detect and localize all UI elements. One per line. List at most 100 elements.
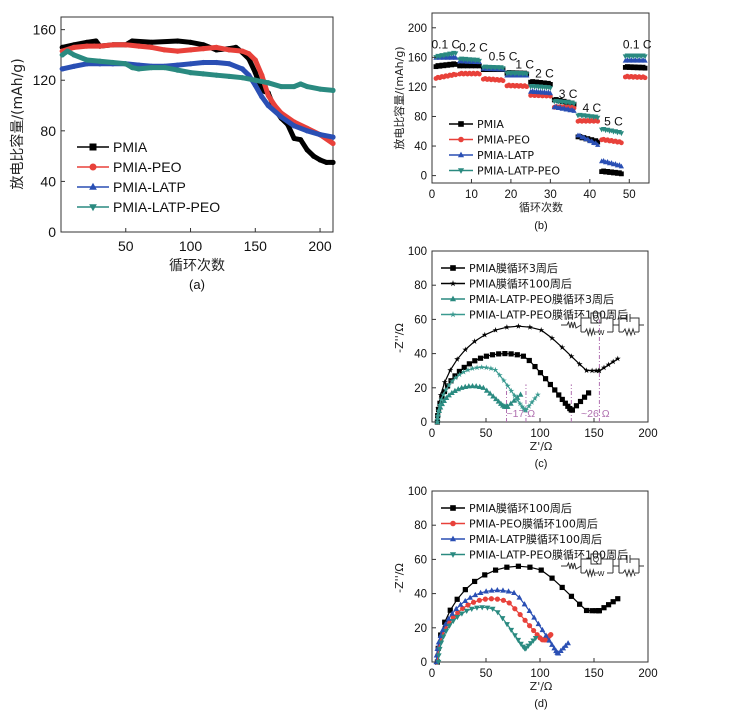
data-point	[252, 70, 258, 76]
y-tick-label: 80	[414, 520, 427, 532]
data-point	[71, 52, 77, 58]
data-point	[589, 608, 595, 614]
rate-label: 0.1 C	[623, 37, 652, 51]
data-point	[500, 597, 507, 603]
data-point	[93, 38, 99, 44]
data-point	[542, 376, 549, 382]
data-point	[187, 61, 194, 67]
y-tick-label: 160	[408, 52, 427, 64]
data-point	[440, 391, 447, 398]
data-point	[239, 48, 245, 54]
data-point	[511, 589, 517, 596]
data-point	[504, 382, 511, 389]
data-point	[239, 75, 245, 81]
data-point	[476, 63, 482, 69]
data-point	[452, 373, 458, 379]
data-point	[298, 137, 304, 143]
data-point	[443, 394, 450, 401]
data-point	[605, 361, 612, 368]
data-point	[526, 403, 532, 409]
data-point	[434, 418, 441, 425]
legend-marker	[458, 136, 464, 143]
data-point	[583, 367, 590, 373]
data-point	[511, 397, 517, 403]
y-tick-label: 160	[33, 22, 57, 38]
panel-label-d: (d)	[534, 698, 547, 710]
data-point	[440, 634, 447, 640]
data-point	[595, 139, 601, 145]
data-point	[453, 72, 459, 78]
data-point	[499, 616, 506, 622]
data-point	[246, 51, 252, 57]
data-point	[213, 72, 220, 78]
data-point	[483, 387, 490, 393]
rate-label: 2 C	[535, 66, 554, 80]
data-point	[447, 607, 453, 613]
data-point	[252, 82, 258, 88]
data-point	[500, 587, 506, 593]
data-point	[317, 157, 323, 163]
data-point	[213, 59, 220, 66]
data-point	[523, 646, 529, 652]
data-point	[601, 364, 607, 371]
data-point	[496, 372, 503, 378]
resistor-symbol	[584, 327, 596, 337]
series-pmia-peo	[59, 42, 336, 147]
parallel-branch-wire	[580, 317, 614, 333]
data-point	[455, 609, 461, 616]
data-point	[456, 371, 463, 378]
data-point	[502, 351, 508, 357]
data-point	[511, 392, 518, 399]
series-group-c	[434, 323, 621, 425]
data-point	[618, 131, 625, 137]
data-point	[97, 58, 103, 64]
ticks-c: 0 50 100 150 200 0 20 40 60 80 100	[408, 246, 658, 440]
data-point	[577, 398, 584, 405]
legend-label: PMIA-PEO	[113, 159, 182, 175]
data-point	[291, 83, 297, 90]
x-tick-label: 50	[118, 238, 134, 254]
data-point	[97, 43, 103, 49]
data-point	[496, 351, 502, 357]
data-point	[438, 396, 445, 403]
data-point	[123, 42, 129, 48]
data-point	[518, 641, 524, 647]
data-point	[480, 384, 487, 390]
legend-marker	[89, 143, 97, 151]
data-point	[454, 596, 460, 602]
plot-frame-b	[431, 12, 650, 184]
data-point	[528, 399, 535, 405]
data-point	[174, 48, 181, 54]
data-point	[465, 366, 471, 373]
legend-label: PMIA-LATP	[477, 149, 534, 162]
data-point	[549, 641, 555, 647]
data-point	[239, 66, 245, 72]
legend-label: PMIA-LATP-PEO	[113, 199, 220, 215]
legend-b: PMIA PMIA-PEO PMIA-LATP PMIA-LATP-PEO	[449, 118, 560, 178]
legend-item: PMIA-LATP-PEO	[77, 199, 220, 215]
legend-item: PMIA-LATP-PEO膜循环100周后	[441, 549, 628, 562]
legend-label: PMIA-PEO膜循环100周后	[469, 518, 598, 531]
data-point	[462, 346, 469, 353]
data-point	[472, 591, 479, 598]
data-point	[436, 402, 443, 408]
y-tick-label: 20	[414, 383, 427, 395]
data-point	[84, 43, 90, 49]
data-point	[642, 75, 648, 81]
series-pmia-latp-peo	[59, 48, 336, 93]
data-point	[434, 413, 441, 419]
legend-marker	[450, 520, 456, 527]
data-point	[129, 64, 135, 71]
data-point	[461, 364, 467, 371]
series-curve	[433, 587, 571, 665]
data-point	[252, 57, 258, 63]
data-point	[84, 39, 90, 45]
data-point	[330, 87, 336, 93]
data-point	[618, 163, 625, 169]
legend-item: PMIA-LATP-PEO膜循环100周后	[441, 309, 628, 322]
legend-label: PMIA-LATP膜循环100周后	[469, 533, 602, 546]
data-point	[568, 353, 575, 359]
data-point	[452, 387, 458, 393]
x-axis-label-a: 循环次数	[169, 258, 225, 274]
data-point	[476, 597, 482, 603]
